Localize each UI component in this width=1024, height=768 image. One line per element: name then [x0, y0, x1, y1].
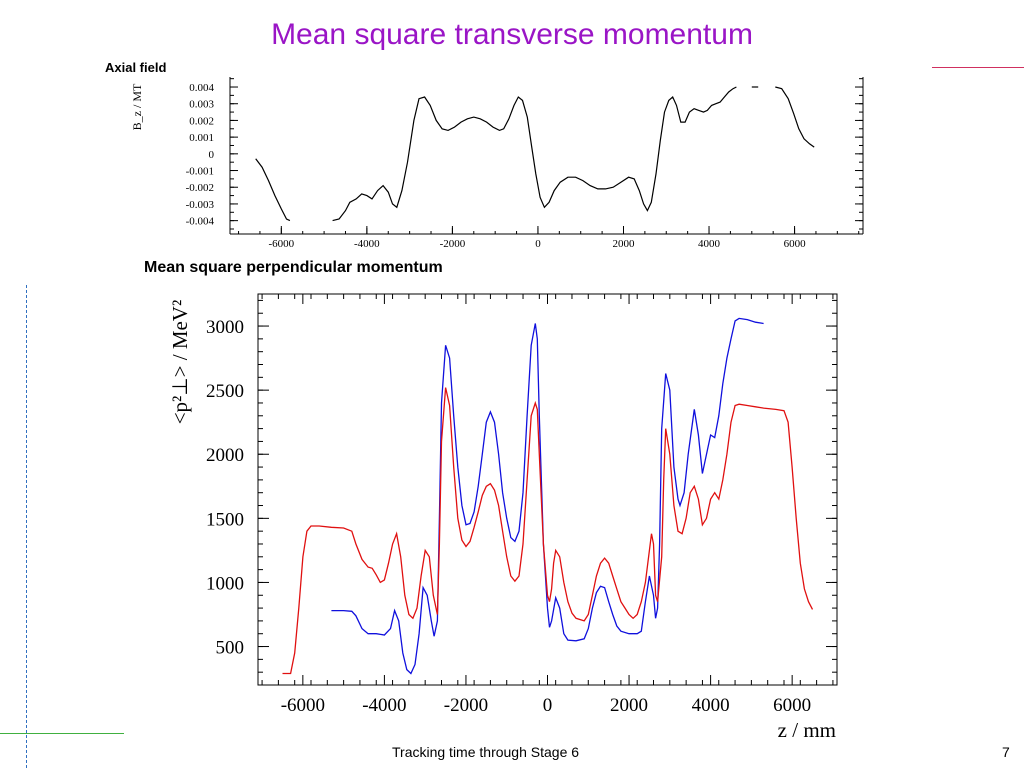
- field-series-line: [332, 86, 737, 222]
- decor-blue-dashed-line: [26, 285, 27, 768]
- field-x-tick-label: 4000: [698, 238, 721, 250]
- field-y-tick-label: 0.003: [189, 99, 214, 111]
- field-x-tick-label: -2000: [440, 238, 466, 250]
- field-y-tick-label: 0.002: [189, 115, 214, 127]
- field-x-tick-label: 2000: [612, 238, 635, 250]
- momentum-x-tick-label: -4000: [362, 695, 406, 716]
- momentum-x-tick-label: -2000: [444, 695, 488, 716]
- momentum-y-tick-label: 500: [216, 638, 245, 659]
- field-x-tick-label: 6000: [784, 238, 807, 250]
- field-y-tick-label: 0.004: [189, 82, 214, 94]
- field-series-line: [775, 86, 815, 148]
- momentum-x-axis-label: z / mm: [778, 718, 836, 742]
- field-y-axis-label: B_z / MT: [130, 83, 144, 130]
- momentum-y-tick-label: 3000: [206, 317, 244, 338]
- momentum-chart-title: Mean square perpendicular momentum: [144, 259, 443, 276]
- field-y-tick-label: -0.002: [186, 182, 214, 194]
- momentum-y-axis-label: <p²⊥> / MeV²: [168, 300, 192, 425]
- field-y-tick-label: -0.001: [186, 166, 214, 178]
- momentum-x-tick-label: 0: [543, 695, 553, 716]
- momentum-x-tick-label: 2000: [610, 695, 648, 716]
- momentum-red-series-line: [282, 387, 814, 675]
- momentum-y-tick-label: 1000: [206, 573, 244, 594]
- momentum-plot-frame: [257, 293, 838, 686]
- field-x-tick-label: -6000: [268, 238, 294, 250]
- momentum-x-tick-label: 6000: [773, 695, 811, 716]
- footer-text: Tracking time through Stage 6: [392, 744, 580, 760]
- field-x-tick-label: 0: [535, 238, 541, 250]
- decor-pink-line: [932, 67, 1024, 68]
- field-y-tick-label: 0: [209, 149, 215, 161]
- momentum-y-tick-label: 2500: [206, 381, 244, 402]
- field-series-line: [255, 158, 291, 222]
- field-x-tick-label: -4000: [354, 238, 380, 250]
- momentum-x-tick-label: -6000: [281, 695, 325, 716]
- momentum-blue-series-line: [331, 317, 764, 675]
- momentum-y-tick-label: 1500: [206, 509, 244, 530]
- momentum-x-tick-label: 4000: [692, 695, 730, 716]
- field-y-tick-label: 0.001: [189, 132, 214, 144]
- momentum-y-tick-label: 2000: [206, 445, 244, 466]
- field-y-tick-label: -0.003: [186, 199, 215, 211]
- axial-field-chart-title: Axial field: [105, 60, 167, 75]
- page-number: 7: [1002, 744, 1010, 760]
- slide-title: Mean square transverse momentum: [271, 18, 753, 51]
- field-y-tick-label: -0.004: [186, 216, 215, 228]
- decor-green-line: [0, 733, 124, 734]
